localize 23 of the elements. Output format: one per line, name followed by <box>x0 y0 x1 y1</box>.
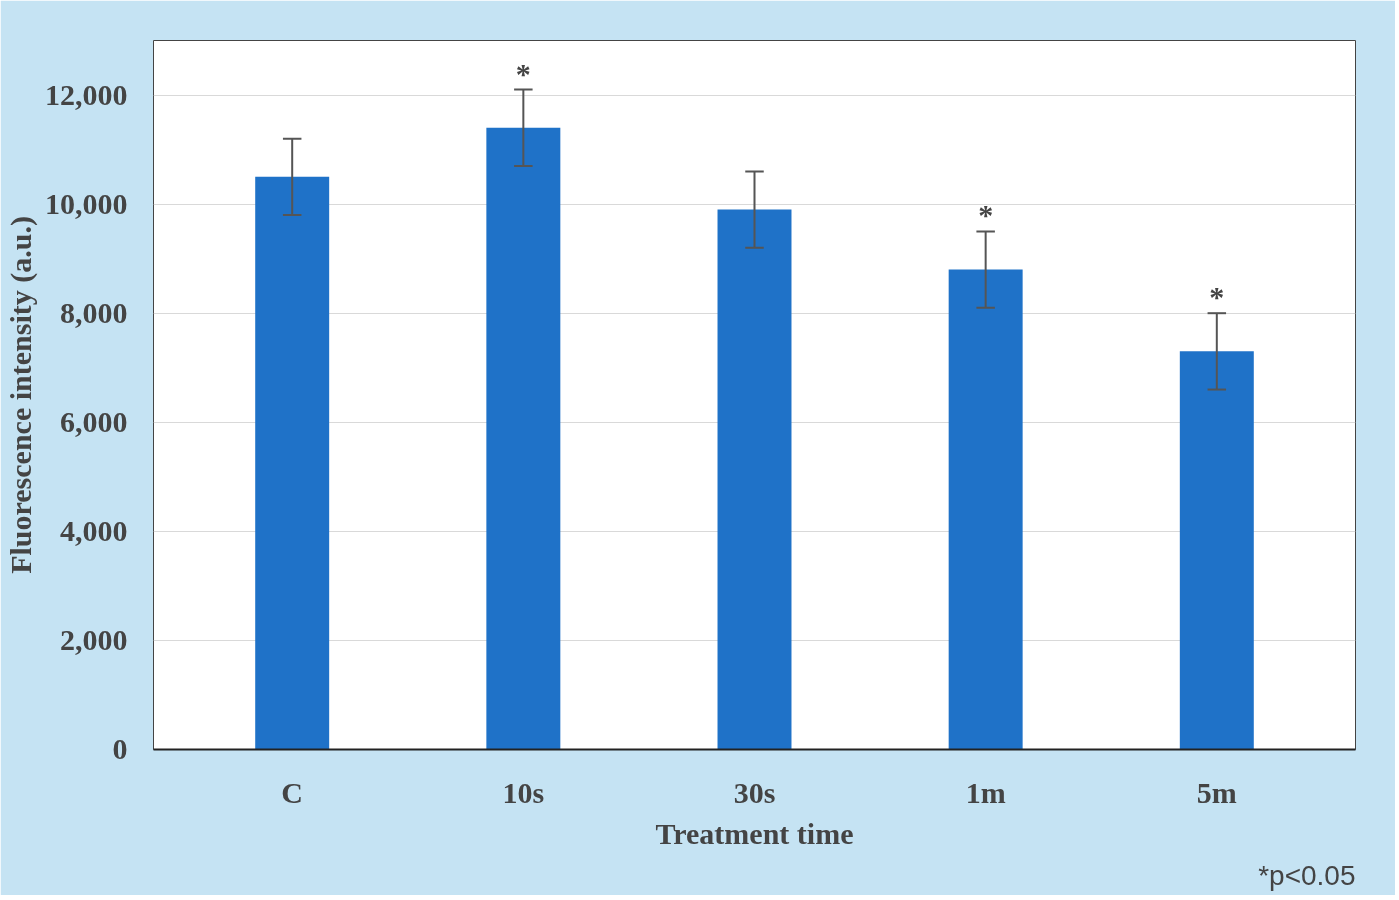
y-tick-label: 4,000 <box>60 513 128 547</box>
text: *p<0.05 <box>1258 859 1356 891</box>
y-tick-label: 2,000 <box>60 622 128 656</box>
bar <box>1179 351 1254 750</box>
y-tick-label: 10,000 <box>45 186 128 220</box>
x-tick-label: 5m <box>1196 775 1237 809</box>
y-tick-label: 0 <box>112 732 128 765</box>
x-tick-label: 10s <box>502 775 545 809</box>
bar <box>717 209 792 750</box>
y-axis-title: Fluorescence intensity (a.u.) <box>4 216 38 574</box>
y-tick-label: 8,000 <box>60 295 128 329</box>
y-tick-label: 6,000 <box>60 404 128 438</box>
bar <box>255 176 330 750</box>
x-tick-label: 30s <box>733 775 776 809</box>
x-tick-label: 1m <box>965 775 1006 809</box>
x-tick-label: C <box>281 775 304 809</box>
annotation: * <box>1209 280 1225 314</box>
bar <box>948 269 1023 750</box>
x-axis-title: Treatment time <box>655 816 854 850</box>
annotation: * <box>515 56 531 90</box>
y-tick-label: 12,000 <box>45 77 128 111</box>
annotation: * <box>978 198 994 232</box>
bar <box>486 127 561 750</box>
